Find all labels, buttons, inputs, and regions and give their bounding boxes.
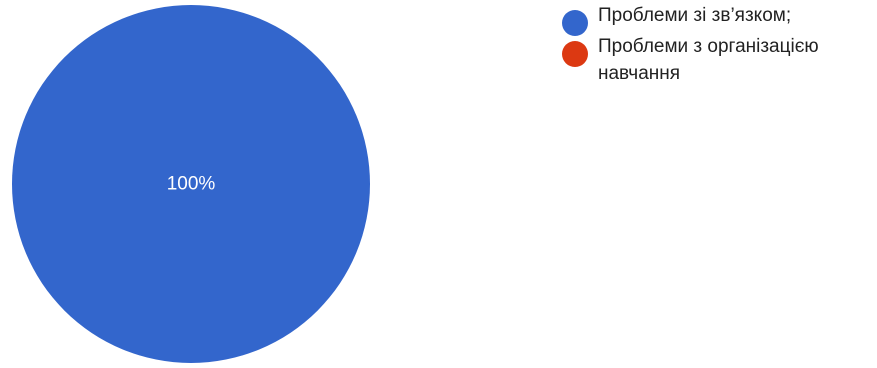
legend-label: Проблеми з організацією навчання bbox=[598, 36, 819, 84]
legend-item-organization-problems[interactable]: Проблеми з організацією навчання bbox=[560, 33, 870, 87]
legend-swatch-icon bbox=[562, 41, 588, 67]
pie-slices bbox=[12, 5, 370, 363]
legend-item-connection-problems[interactable]: Проблеми зі зв’язком; bbox=[560, 2, 870, 36]
pie-slice[interactable] bbox=[12, 5, 370, 363]
legend-swatch-icon bbox=[562, 10, 588, 36]
legend-label: Проблеми зі зв’язком; bbox=[598, 5, 792, 26]
pie-labels: 100% bbox=[167, 174, 216, 195]
slice-percentage-label: 100% bbox=[167, 174, 216, 195]
legend: Проблеми зі зв’язком; Проблеми з організ… bbox=[560, 2, 870, 91]
